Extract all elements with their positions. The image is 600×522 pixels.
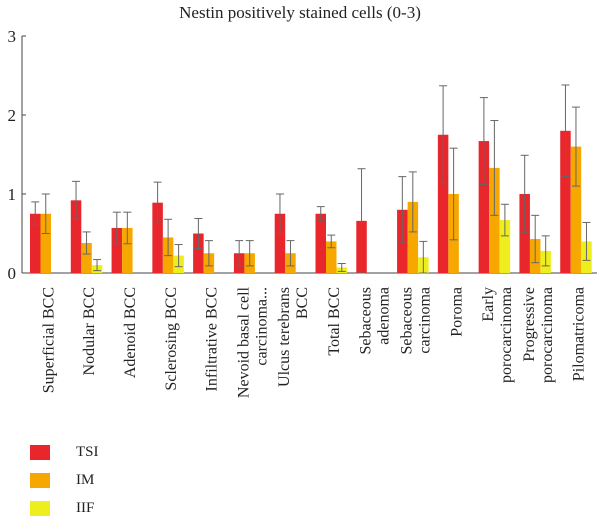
x-tick-label-line: BCC: [294, 287, 311, 319]
x-tick-label-line: Sebaceous: [398, 287, 415, 355]
bar-im: [40, 213, 51, 273]
bar-tsi: [111, 227, 123, 273]
x-tick-label: Nevoid basal cellcarcinoma...: [235, 286, 270, 398]
legend-item-iif: IIF: [30, 494, 99, 522]
bar-tsi: [193, 233, 204, 273]
bar-tsi: [478, 141, 490, 273]
x-tick-label-line: Nevoid basal cell: [235, 286, 252, 398]
bar-im: [489, 167, 500, 273]
x-tick-label-line: Adenoid BCC: [122, 287, 139, 378]
chart-title: Nestin positively stained cells (0-3): [179, 3, 421, 22]
bar-tsi: [519, 194, 530, 273]
bar-iif: [499, 220, 511, 273]
x-tick-label: Progressiveporocarcinoma: [521, 287, 556, 383]
x-tick-label-line: porocarcinoma: [539, 287, 556, 383]
x-tick-label: Sebaceousadenoma: [358, 287, 393, 355]
y-tick-label: 0: [8, 264, 17, 283]
x-tick-label: Total BCC: [326, 287, 343, 356]
legend-label-tsi: TSI: [76, 443, 99, 460]
bar-tsi: [437, 134, 449, 273]
x-tick-label-line: Progressive: [521, 287, 538, 362]
bar-im: [81, 242, 92, 273]
x-tick-label-line: Poroma: [448, 287, 465, 337]
bar-im: [407, 201, 419, 273]
x-tick-label-line: Nodular BCC: [81, 287, 98, 375]
x-tick-label: Superficial BCC: [40, 287, 57, 393]
legend-item-im: IM: [30, 466, 99, 494]
x-tick-label-line: Sebaceous: [358, 287, 375, 355]
legend: TSI IM IIF: [30, 438, 99, 522]
x-tick-label-line: carcinoma: [416, 287, 433, 354]
x-tick-label: Sebaceouscarcinoma: [398, 287, 433, 355]
x-tick-label: Sclerosing BCC: [163, 287, 180, 391]
legend-swatch-iif: [30, 500, 50, 516]
legend-label-iif: IIF: [76, 499, 95, 516]
bar-tsi: [560, 130, 571, 273]
x-tick-label-line: Total BCC: [326, 287, 343, 356]
bar-tsi: [315, 213, 326, 273]
x-tick-label-line: adenoma: [376, 287, 393, 345]
x-tick-label-line: Early: [480, 287, 497, 322]
x-tick-label-line: Infiltrative BCC: [204, 287, 221, 391]
bar-tsi: [152, 202, 163, 273]
legend-swatch-tsi: [30, 444, 50, 460]
bar-im: [326, 241, 337, 273]
legend-label-im: IM: [76, 471, 95, 488]
x-tick-label: Earlyporocarcinoma: [480, 287, 515, 383]
legend-item-tsi: TSI: [30, 438, 99, 466]
y-tick-label: 2: [8, 106, 17, 125]
x-tick-label: Ulcus terebransBCC: [276, 287, 311, 387]
x-tick-label: Nodular BCC: [81, 287, 98, 375]
x-tick-label: Poroma: [448, 287, 465, 337]
x-tick-label-line: porocarcinoma: [498, 287, 515, 383]
bar-tsi: [30, 213, 41, 273]
bar-im: [122, 227, 133, 273]
x-tick-label: Pilomatricoma: [571, 287, 588, 381]
y-tick-label: 3: [8, 27, 17, 46]
x-tick-label-line: Superficial BCC: [40, 287, 57, 393]
x-tick-label-line: Sclerosing BCC: [163, 287, 180, 391]
bar-tsi: [70, 200, 82, 273]
legend-swatch-im: [30, 472, 50, 488]
bar-tsi: [274, 213, 286, 273]
y-tick-label: 1: [8, 185, 17, 204]
x-tick-label-line: carcinoma...: [253, 287, 270, 366]
x-tick-label-line: Pilomatricoma: [571, 287, 588, 381]
bar-im: [570, 146, 582, 273]
x-tick-label: Infiltrative BCC: [204, 287, 221, 391]
x-tick-label: Adenoid BCC: [122, 287, 139, 378]
x-tick-label-line: Ulcus terebrans: [276, 287, 293, 387]
